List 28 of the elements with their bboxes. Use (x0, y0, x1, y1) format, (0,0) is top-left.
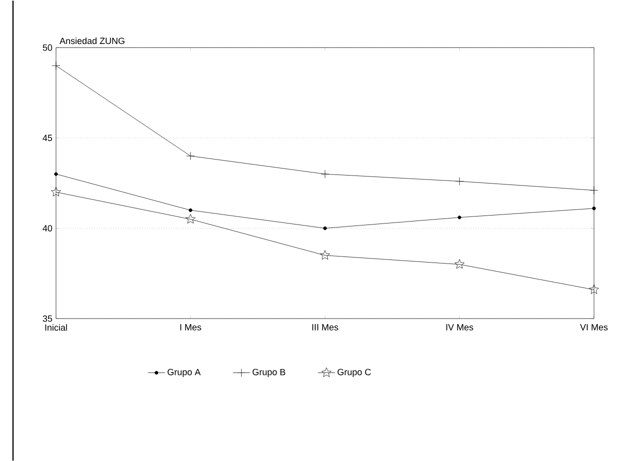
y-tick-label: 40 (42, 224, 52, 232)
point (186, 214, 196, 224)
point (51, 186, 61, 196)
point (455, 176, 464, 186)
point (454, 259, 464, 269)
x-tick-label: VI Mes (580, 324, 608, 330)
point (590, 186, 598, 194)
x-tick-label: Inicial (45, 324, 67, 331)
y-axis-title: Ansiedad ZUNG (60, 37, 124, 44)
point (186, 152, 195, 160)
y-tick-label: 35 (42, 315, 52, 322)
x-tick-label: I Mes (180, 324, 202, 330)
point (54, 172, 58, 176)
point (52, 61, 60, 70)
point (320, 250, 330, 260)
y-tick-label: 50 (42, 44, 52, 51)
point (589, 284, 599, 294)
legend-label: Grupo C (338, 368, 371, 377)
legend-label: Grupo B (252, 368, 286, 377)
x-tick-label: III Mes (312, 324, 338, 330)
legend-label: Grupo A (168, 368, 201, 377)
point (458, 216, 462, 220)
point (323, 226, 327, 230)
x-tick-label: IV Mes (446, 324, 474, 330)
point (188, 208, 192, 212)
point (592, 206, 596, 210)
y-tick-label: 45 (42, 134, 52, 141)
point (320, 170, 330, 178)
